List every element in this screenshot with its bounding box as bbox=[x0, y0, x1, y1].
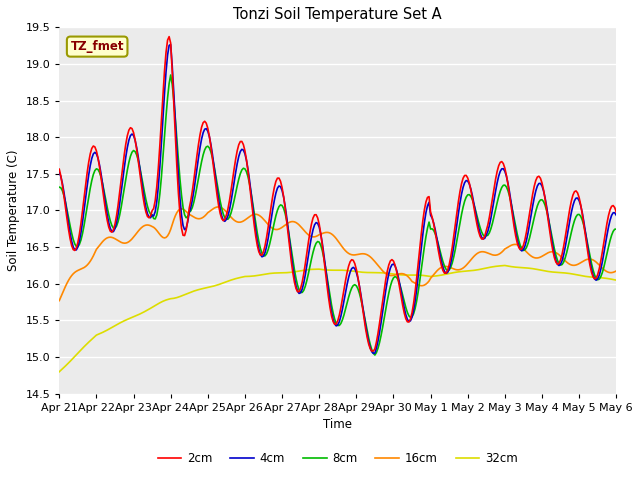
X-axis label: Time: Time bbox=[323, 418, 352, 431]
8cm bbox=[56, 184, 63, 190]
2cm bbox=[406, 316, 414, 322]
Line: 4cm: 4cm bbox=[60, 45, 616, 353]
32cm bbox=[159, 299, 167, 304]
2cm bbox=[547, 239, 555, 244]
Title: Tonzi Soil Temperature Set A: Tonzi Soil Temperature Set A bbox=[234, 7, 442, 22]
4cm bbox=[376, 329, 383, 335]
16cm bbox=[159, 235, 167, 240]
Text: TZ_fmet: TZ_fmet bbox=[70, 40, 124, 53]
32cm bbox=[372, 270, 380, 276]
8cm bbox=[547, 230, 555, 236]
16cm bbox=[374, 263, 382, 268]
4cm bbox=[369, 350, 377, 356]
2cm bbox=[394, 276, 402, 282]
32cm bbox=[612, 277, 620, 283]
16cm bbox=[546, 249, 554, 255]
8cm bbox=[612, 226, 620, 232]
2cm bbox=[376, 320, 383, 326]
16cm bbox=[215, 204, 223, 210]
8cm bbox=[167, 72, 175, 78]
2cm bbox=[71, 248, 79, 253]
32cm bbox=[404, 272, 412, 278]
Line: 16cm: 16cm bbox=[60, 207, 616, 300]
4cm bbox=[71, 247, 79, 253]
8cm bbox=[376, 340, 383, 346]
16cm bbox=[393, 272, 401, 277]
4cm bbox=[547, 234, 555, 240]
4cm bbox=[394, 273, 402, 279]
Line: 8cm: 8cm bbox=[60, 75, 616, 355]
4cm bbox=[167, 42, 175, 48]
32cm bbox=[501, 263, 509, 268]
16cm bbox=[56, 298, 63, 303]
2cm bbox=[368, 348, 376, 354]
2cm bbox=[612, 209, 620, 215]
4cm bbox=[406, 318, 414, 324]
8cm bbox=[406, 314, 414, 320]
32cm bbox=[546, 269, 554, 275]
8cm bbox=[371, 352, 379, 358]
16cm bbox=[71, 270, 79, 276]
Line: 32cm: 32cm bbox=[60, 265, 616, 372]
32cm bbox=[391, 271, 399, 277]
2cm bbox=[165, 34, 173, 39]
32cm bbox=[71, 354, 79, 360]
2cm bbox=[56, 166, 63, 172]
8cm bbox=[71, 241, 79, 247]
16cm bbox=[612, 268, 620, 274]
4cm bbox=[159, 115, 167, 121]
32cm bbox=[56, 369, 63, 374]
2cm bbox=[159, 92, 167, 97]
8cm bbox=[394, 277, 402, 283]
Legend: 2cm, 4cm, 8cm, 16cm, 32cm: 2cm, 4cm, 8cm, 16cm, 32cm bbox=[153, 447, 522, 469]
4cm bbox=[56, 169, 63, 175]
16cm bbox=[405, 275, 413, 280]
4cm bbox=[612, 212, 620, 218]
Y-axis label: Soil Temperature (C): Soil Temperature (C) bbox=[7, 150, 20, 271]
8cm bbox=[159, 155, 167, 161]
Line: 2cm: 2cm bbox=[60, 36, 616, 351]
